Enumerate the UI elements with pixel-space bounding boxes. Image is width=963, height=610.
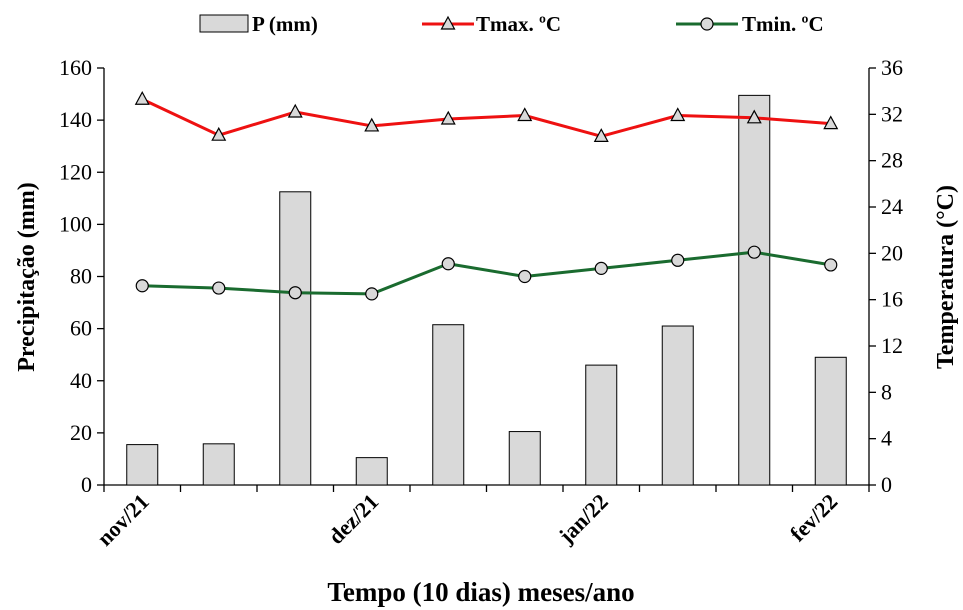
y-right-tick-label: 4 — [881, 426, 892, 451]
tmax-point — [670, 107, 686, 122]
axis-labels: 0 20 40 60 80 100 120 140 160 0 4 8 12 16 20 24 28 32 36 no… — [59, 55, 903, 551]
tmin-point — [824, 258, 838, 272]
y-left-tick-label: 120 — [59, 159, 92, 184]
x-tick-label: dez/21 — [323, 489, 383, 549]
y-axis-left-title: Precipitação (mm) — [14, 182, 40, 371]
y-left-tick-label: 0 — [81, 472, 92, 497]
y-left-tick-label: 40 — [70, 368, 92, 393]
y-right-tick-label: 0 — [881, 472, 892, 497]
y-right-tick-label: 8 — [881, 379, 892, 404]
tmax-line — [141, 97, 831, 138]
y-right-tick-label: 36 — [881, 55, 903, 80]
precipitation-bar — [508, 431, 541, 486]
precipitation-bar — [202, 443, 235, 486]
x-tick-label: fev/22 — [785, 489, 842, 546]
tmin-line — [142, 250, 831, 296]
tmin-point — [747, 245, 761, 259]
x-tick-label: nov/21 — [92, 489, 154, 551]
y-left-tick-label: 100 — [59, 211, 92, 236]
y-left-tick-label: 20 — [70, 420, 92, 445]
tmax-point — [440, 110, 456, 125]
tmax-point — [746, 109, 762, 124]
y-axis-right-title: Temperatura (°C) — [933, 185, 959, 369]
precipitation-bar — [738, 94, 771, 486]
tmin-point — [288, 286, 302, 300]
tmin-point — [135, 279, 149, 293]
tmax-point — [211, 126, 227, 141]
x-tick-label: jan/22 — [553, 489, 613, 549]
tmax-point — [593, 128, 609, 142]
tmin-point — [441, 257, 455, 271]
legend-swatch-precipitation — [199, 14, 249, 33]
y-right-tick-label: 16 — [881, 287, 903, 312]
legend-marker-tmax — [440, 15, 456, 30]
tmax-point — [134, 91, 150, 105]
tmax-point — [823, 115, 839, 130]
tmin-point — [212, 281, 226, 295]
y-right-tick-label: 32 — [881, 101, 903, 126]
bars-precipitation — [126, 94, 847, 486]
y-right-tick-label: 20 — [881, 240, 903, 265]
tmin-point — [518, 269, 532, 284]
tmin-point — [671, 253, 685, 267]
y-right-tick-label: 24 — [881, 194, 903, 219]
legend: P (mm) Tmax. ºC Tmin. ºC — [199, 12, 824, 36]
temperature-lines — [134, 91, 839, 301]
y-left-tick-label: 140 — [59, 107, 92, 132]
legend-label-precipitation: P (mm) — [252, 12, 318, 36]
tmax-point — [517, 107, 533, 122]
precipitation-bar — [355, 457, 388, 486]
legend-marker-tmin — [700, 17, 714, 31]
precipitation-bar — [814, 356, 847, 486]
y-right-tick-label: 28 — [881, 148, 903, 173]
precipitation-bar — [432, 324, 465, 486]
tmax-point — [364, 117, 380, 132]
precipitation-bar — [585, 364, 618, 486]
y-left-tick-label: 80 — [70, 264, 92, 289]
tmax-point — [287, 103, 303, 118]
tmin-point — [365, 287, 379, 301]
y-right-tick-label: 12 — [881, 333, 903, 358]
tmin-point — [594, 261, 608, 275]
x-axis-title: Tempo (10 dias) meses/ano — [327, 577, 634, 607]
y-left-tick-label: 160 — [59, 55, 92, 80]
legend-label-tmax: Tmax. ºC — [476, 12, 561, 36]
y-left-tick-label: 60 — [70, 316, 92, 341]
precipitation-bar — [279, 191, 312, 486]
legend-label-tmin: Tmin. ºC — [742, 12, 824, 36]
precipitation-bar — [126, 444, 159, 486]
precipitation-bar — [661, 325, 694, 486]
